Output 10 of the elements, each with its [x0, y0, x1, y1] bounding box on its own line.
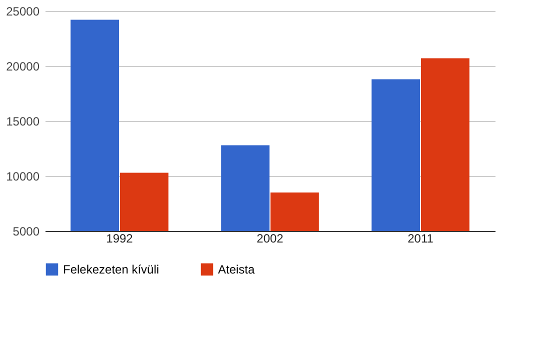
y-tick-label: 10000 [6, 170, 40, 184]
legend-label: Felekezeten kívüli [63, 262, 160, 276]
x-tick-label: 2011 [408, 232, 434, 246]
legend-label: Ateista [218, 262, 256, 276]
y-tick-label: 5000 [12, 224, 40, 238]
y-tick-label: 20000 [6, 60, 40, 74]
x-tick-label: 1992 [106, 232, 134, 246]
x-tick-label: 2002 [256, 232, 284, 246]
y-tick-label: 25000 [6, 4, 40, 18]
y-tick-label: 15000 [6, 114, 40, 128]
